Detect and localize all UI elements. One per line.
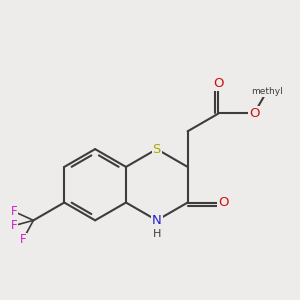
Text: O: O <box>213 77 224 90</box>
Text: H: H <box>153 229 161 239</box>
Text: methyl: methyl <box>251 87 282 96</box>
Text: N: N <box>152 214 162 227</box>
Text: S: S <box>153 142 161 156</box>
Text: F: F <box>11 205 17 218</box>
Text: O: O <box>249 107 259 120</box>
Text: O: O <box>218 196 229 209</box>
Text: F: F <box>20 233 26 246</box>
Text: F: F <box>11 219 17 232</box>
